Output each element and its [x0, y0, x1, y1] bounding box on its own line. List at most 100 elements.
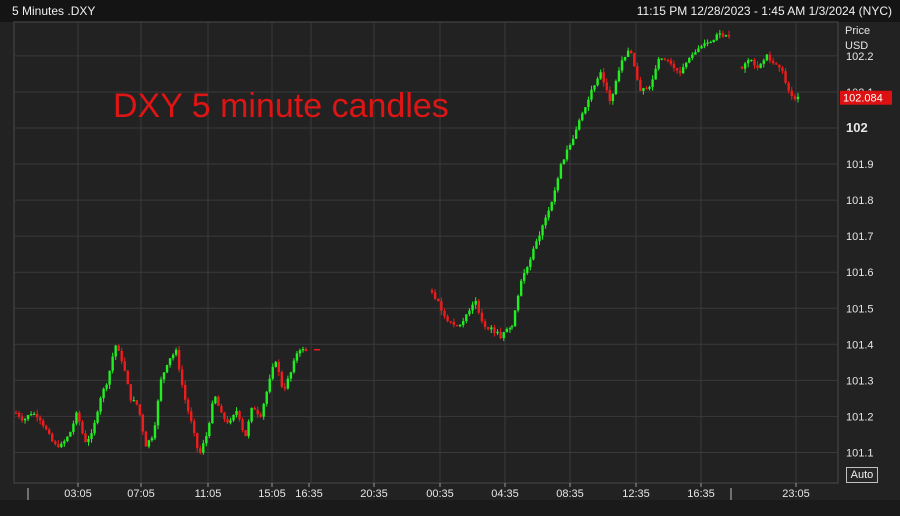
candle-body — [781, 67, 784, 72]
candle-body — [220, 405, 223, 413]
candle-body — [620, 60, 624, 71]
candle-body — [147, 440, 151, 447]
y-tick-label: 101.4 — [846, 339, 874, 351]
x-tick-label: 04:35 — [491, 488, 519, 500]
candle-body — [568, 144, 572, 150]
candle-body — [493, 327, 496, 334]
candle-body — [150, 438, 154, 441]
candle-body — [45, 425, 48, 430]
y-tick-label: 101.2 — [846, 411, 874, 423]
candle-body — [672, 63, 676, 69]
candle-body — [433, 292, 437, 299]
candle-body — [727, 35, 731, 37]
candle-body — [253, 407, 256, 410]
candle-body — [63, 441, 66, 444]
candle-body — [584, 107, 587, 114]
candle-body — [617, 70, 621, 82]
candle-body — [81, 421, 84, 434]
candle-body — [759, 63, 762, 68]
candle-body — [513, 310, 517, 327]
candle-body — [190, 411, 193, 422]
candle-body — [54, 441, 57, 445]
auto-scale-button[interactable]: Auto — [846, 467, 878, 483]
candle-body — [660, 58, 663, 60]
candle-body — [196, 432, 199, 449]
candle-body — [226, 419, 229, 423]
candle-body — [17, 412, 21, 417]
x-tick-label: 15:05 — [258, 488, 286, 500]
y-tick-label: 101.8 — [846, 195, 874, 207]
candle-body — [69, 431, 72, 437]
candle-body — [247, 421, 250, 437]
candle-body — [787, 82, 790, 91]
candle-body — [681, 67, 685, 74]
candle-body — [694, 52, 697, 55]
candle-body — [105, 384, 108, 389]
candle-body — [538, 235, 541, 242]
candle-body — [153, 425, 157, 439]
candle-body — [193, 421, 196, 433]
candle-body — [706, 42, 709, 44]
x-tick-label: 00:35 — [426, 488, 454, 500]
candle-body — [108, 370, 111, 385]
candle-body — [171, 354, 175, 359]
candle-body — [20, 416, 24, 421]
candle-body — [14, 412, 18, 414]
candle-body — [510, 326, 514, 328]
candle-body — [602, 72, 605, 83]
x-tick-label: 11:05 — [195, 488, 222, 500]
candle-body — [685, 62, 688, 68]
candle-body — [87, 439, 90, 443]
candle-body — [483, 321, 487, 327]
candle-body — [614, 81, 618, 95]
candle-body — [691, 54, 694, 59]
candle-body — [211, 403, 214, 424]
candle-body — [449, 321, 452, 323]
y-tick-label: 102 — [846, 120, 868, 135]
candle-body — [784, 71, 787, 83]
candle-body — [262, 403, 265, 417]
candle-body — [177, 349, 181, 370]
candle-body — [718, 33, 722, 35]
candle-body — [274, 361, 277, 368]
candle-body — [126, 370, 129, 385]
candle-body — [578, 120, 581, 130]
candle-body — [519, 280, 523, 296]
candle-body — [458, 324, 462, 327]
candle-body — [505, 328, 509, 333]
candle-body — [775, 63, 778, 65]
x-tick-label: 07:05 — [127, 488, 155, 500]
candle-body — [48, 429, 51, 434]
candle-body — [753, 59, 756, 66]
candle-body — [232, 414, 235, 421]
candle-body — [651, 79, 654, 87]
candle-body — [250, 407, 253, 422]
candle-body — [747, 60, 750, 64]
instrument-label: 5 Minutes .DXY — [12, 4, 96, 18]
candle-body — [123, 361, 126, 371]
candle-body — [750, 59, 753, 62]
candle-body — [480, 312, 484, 322]
candle-body — [712, 39, 715, 42]
candle-body — [765, 54, 769, 61]
candle-body — [35, 413, 39, 418]
candle-body — [508, 328, 512, 330]
candle-body — [642, 88, 645, 91]
candle-body — [135, 400, 139, 405]
y-tick-label: 102.2 — [846, 51, 874, 63]
candle-body — [756, 65, 759, 68]
candle-body — [271, 367, 274, 379]
candle-body — [144, 431, 148, 447]
candle-body — [778, 64, 781, 68]
candle-body — [446, 316, 449, 322]
candle-body — [790, 90, 793, 97]
candle-body — [51, 433, 54, 442]
candle-body — [608, 90, 612, 102]
y-tick-label: 101.9 — [846, 159, 874, 171]
candle-body — [474, 300, 477, 305]
candle-body — [465, 314, 468, 322]
candle-body — [235, 411, 238, 415]
candle-body — [277, 361, 281, 372]
last-price-label: 102.084 — [843, 93, 883, 105]
candle-body — [244, 430, 247, 437]
